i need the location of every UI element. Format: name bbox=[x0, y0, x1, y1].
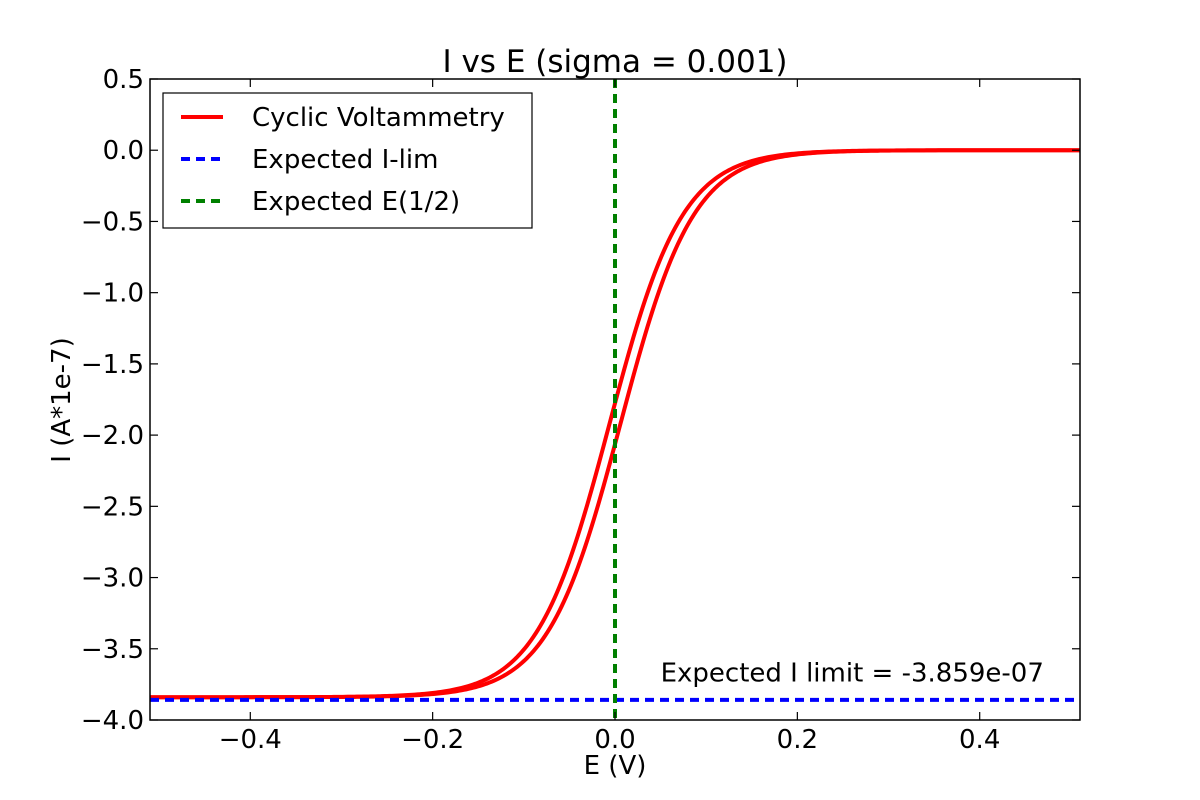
x-tick-label: 0.4 bbox=[959, 725, 1000, 755]
x-tick-label: 0.2 bbox=[777, 725, 818, 755]
y-tick-label: −2.0 bbox=[81, 421, 144, 451]
legend-label: Expected E(1/2) bbox=[252, 187, 460, 217]
y-tick-label: −1.5 bbox=[81, 350, 144, 380]
y-tick-label: −2.5 bbox=[81, 492, 144, 522]
y-tick-label: −0.5 bbox=[81, 207, 144, 237]
x-axis-title: E (V) bbox=[584, 751, 647, 781]
y-tick-label: 0.5 bbox=[103, 65, 144, 95]
x-tick-label: −0.2 bbox=[401, 725, 464, 755]
y-tick-label: −3.5 bbox=[81, 635, 144, 665]
chart-title: I vs E (sigma = 0.001) bbox=[442, 44, 787, 80]
x-tick-label: −0.4 bbox=[219, 725, 282, 755]
y-axis-title: I (A*1e-7) bbox=[47, 337, 77, 462]
x-tick-label: 0.0 bbox=[594, 725, 635, 755]
plot-series-group bbox=[150, 79, 1080, 720]
legend-label: Expected I-lim bbox=[252, 145, 438, 175]
y-tick-label: 0.0 bbox=[103, 136, 144, 166]
y-tick-label: −4.0 bbox=[81, 706, 144, 736]
plot-area: Expected I limit = -3.859e-07 bbox=[150, 79, 1080, 720]
legend: Cyclic Voltammetry Expected I-lim Expected… bbox=[162, 92, 533, 229]
axes-ticks: −0.4 −0.2 0.0 0.2 0.4 0.5 0.0 −0.5 −1.0 −1.5 −2.0 −… bbox=[81, 65, 1080, 755]
y-tick-label: −3.0 bbox=[81, 564, 144, 594]
legend-label: Cyclic Voltammetry bbox=[252, 103, 505, 133]
legend-box bbox=[162, 92, 533, 229]
y-tick-label: −1.0 bbox=[81, 279, 144, 309]
annotation-text: Expected I limit = -3.859e-07 bbox=[661, 659, 1044, 689]
